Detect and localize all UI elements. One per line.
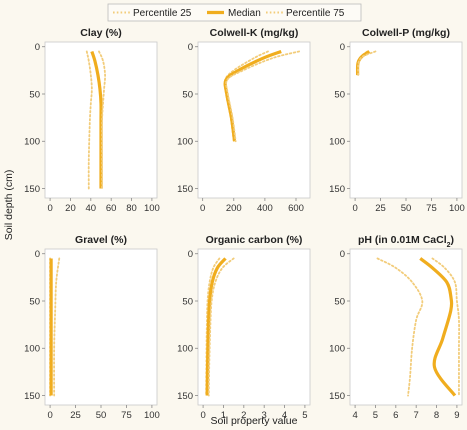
- x-tick-label: 0: [200, 203, 205, 214]
- x-tick-label: 2: [241, 410, 246, 421]
- y-tick-label: 0: [35, 42, 40, 53]
- x-tick-label: 4: [352, 410, 357, 421]
- x-axis-label: Soil property value: [211, 415, 298, 427]
- panel-title: Clay (%): [80, 27, 121, 39]
- y-tick-label: 100: [177, 137, 193, 148]
- x-tick-label: 7: [414, 410, 419, 421]
- series-median-line: [90, 50, 103, 189]
- panel-title: pH (in 0.01M CaCl2): [358, 234, 454, 249]
- legend: Percentile 25 Median Percentile 75: [107, 3, 362, 22]
- x-tick-label: 100: [144, 410, 160, 421]
- x-tick-label: 5: [302, 410, 307, 421]
- y-tick-label: 0: [35, 249, 40, 260]
- series-median-line: [205, 257, 227, 396]
- x-tick-label: 50: [96, 410, 107, 421]
- y-tick-label: 50: [334, 296, 345, 307]
- panel-title: Gravel (%): [75, 234, 127, 246]
- y-tick-label: 100: [329, 137, 345, 148]
- x-tick-label: 600: [288, 203, 304, 214]
- x-tick-label: 75: [121, 410, 132, 421]
- panel-4: Gravel (%) 0 25 50 75 100 0 50 100 150: [24, 234, 160, 421]
- legend-label-p25: Percentile 25: [133, 8, 192, 19]
- legend-label-median: Median: [228, 8, 261, 19]
- y-tick-label: 50: [29, 296, 40, 307]
- y-tick-label: 150: [24, 184, 40, 195]
- x-tick-label: 40: [86, 203, 97, 214]
- y-tick-label: 100: [177, 344, 193, 355]
- x-tick-label: 60: [106, 203, 117, 214]
- y-tick-label: 0: [340, 42, 345, 53]
- x-tick-label: 100: [449, 203, 465, 214]
- series-p25-line: [85, 50, 93, 190]
- x-tick-label: 25: [70, 410, 81, 421]
- x-tick-label: 20: [65, 203, 76, 214]
- y-tick-label: 50: [334, 89, 345, 100]
- panel-title: Colwell-K (mg/kg): [210, 27, 299, 39]
- panel-1: Clay (%) 0 20 40 60 80 100 0 50 100 150: [24, 27, 160, 214]
- legend-label-p75: Percentile 75: [286, 8, 345, 19]
- y-tick-label: 150: [329, 391, 345, 402]
- y-tick-label: 150: [177, 391, 193, 402]
- y-tick-label: 150: [329, 184, 345, 195]
- panel-frame: [349, 41, 463, 199]
- x-tick-label: 200: [226, 203, 242, 214]
- x-tick-label: 25: [375, 203, 386, 214]
- x-tick-label: 9: [454, 410, 459, 421]
- series-p75-line: [98, 50, 106, 190]
- x-tick-label: 1: [221, 410, 226, 421]
- y-tick-label: 0: [188, 42, 193, 53]
- x-tick-label: 80: [126, 203, 137, 214]
- x-tick-label: 400: [257, 203, 273, 214]
- y-tick-label: 150: [24, 391, 40, 402]
- panel-2: Colwell-K (mg/kg) 0 200 400 600 0 50 100 150: [177, 27, 311, 214]
- y-tick-label: 0: [188, 249, 193, 260]
- panel-frame: [197, 248, 311, 406]
- panel-title-subscript: 2: [447, 242, 451, 249]
- panel-title: Organic carbon (%): [206, 234, 303, 246]
- panel-frame: [197, 41, 311, 199]
- series-median-line: [419, 257, 457, 397]
- y-tick-label: 100: [24, 344, 40, 355]
- panel-title-end: ): [451, 234, 455, 246]
- series-median-line: [223, 49, 282, 142]
- series-p25-line: [376, 257, 424, 397]
- x-tick-label: 5: [373, 410, 378, 421]
- series-p75-line: [225, 50, 301, 143]
- y-axis-label: Soil depth (cm): [3, 170, 15, 241]
- y-tick-label: 50: [182, 89, 193, 100]
- y-tick-label: 150: [177, 184, 193, 195]
- series-p75-line: [431, 257, 460, 397]
- y-tick-label: 100: [24, 137, 40, 148]
- series-p75-line: [53, 257, 61, 397]
- series-p75-line: [357, 50, 377, 76]
- x-tick-label: 75: [426, 203, 437, 214]
- y-tick-label: 50: [29, 89, 40, 100]
- x-tick-label: 6: [393, 410, 398, 421]
- series-p75-line: [207, 257, 235, 397]
- panel-frame: [44, 248, 158, 406]
- panel-6: pH (in 0.01M CaCl2) 4 5 6 7 8 9 0 50 100 150: [329, 234, 463, 421]
- x-tick-label: 3: [262, 410, 267, 421]
- x-tick-label: 50: [401, 203, 412, 214]
- x-tick-label: 0: [352, 203, 357, 214]
- x-tick-label: 0: [47, 410, 52, 421]
- panel-title: Colwell-P (mg/kg): [362, 27, 450, 39]
- panel-3: Colwell-P (mg/kg) 0 25 50 75 100 0 50 100 150: [329, 27, 465, 214]
- y-tick-label: 0: [340, 249, 345, 260]
- x-tick-label: 4: [282, 410, 287, 421]
- y-tick-label: 100: [329, 344, 345, 355]
- legend-box: [107, 3, 362, 22]
- x-tick-label: 0: [47, 203, 52, 214]
- x-tick-label: 100: [144, 203, 160, 214]
- x-tick-label: 0: [200, 410, 205, 421]
- x-tick-label: 8: [434, 410, 439, 421]
- y-tick-label: 50: [182, 296, 193, 307]
